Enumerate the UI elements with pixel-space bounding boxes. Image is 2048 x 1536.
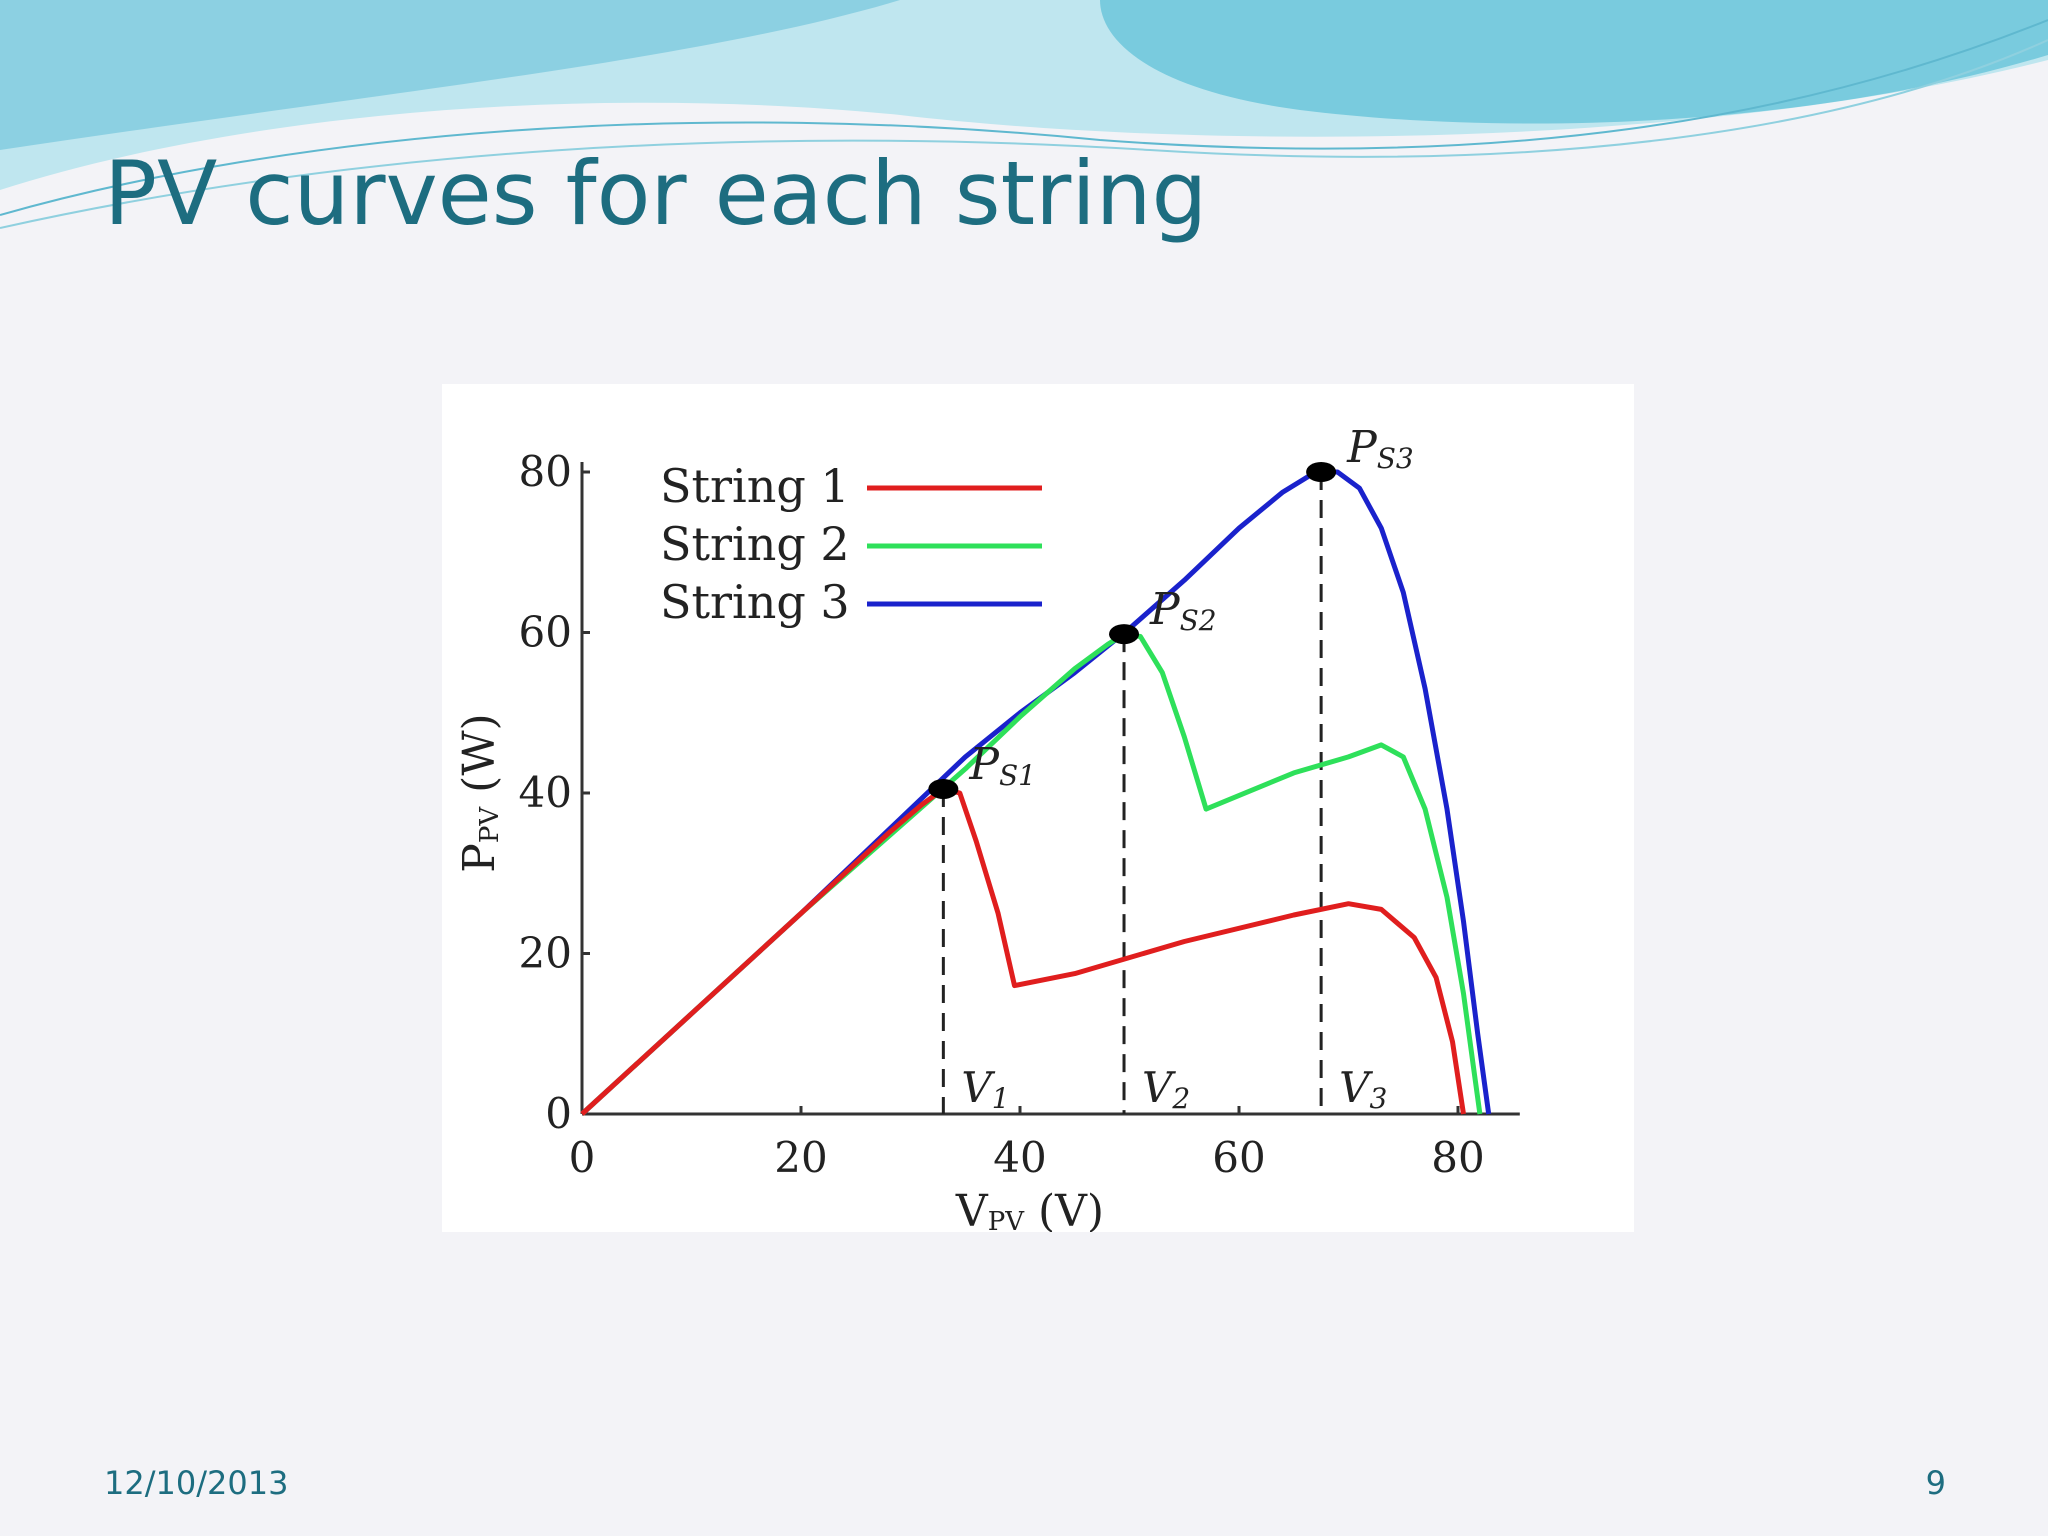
peak-label-s2: PS2 (1149, 584, 1217, 637)
y-tick-label: 80 (519, 447, 572, 496)
vline-label-3: V3 (1339, 1063, 1387, 1115)
peak-label-s3: PS3 (1346, 422, 1414, 475)
peak-marker-s3 (1306, 462, 1337, 482)
header-wave-decoration (0, 0, 2048, 229)
peak-marker-s1 (928, 778, 959, 799)
x-tick-label: 0 (569, 1133, 596, 1182)
wave-line-2 (0, 39, 2048, 229)
y-tick-label: 20 (519, 929, 572, 978)
wave-band-mid (0, 0, 900, 150)
y-tick-label: 0 (545, 1089, 572, 1138)
series-line-string-1 (580, 786, 1466, 1116)
vline-label-2: V2 (1142, 1063, 1190, 1115)
x-tick-label: 60 (1212, 1133, 1265, 1182)
x-axis-label: VPV (V) (955, 1186, 1104, 1232)
page-number: 9 (1925, 1464, 1946, 1502)
wave-line-1 (0, 19, 2048, 216)
x-tick-label: 40 (993, 1133, 1046, 1182)
pv-chart: 0 20 40 60 80 0 20 40 60 80 VPV (V) PPV (W) V1 V2 V3 PS… (454, 422, 1520, 1232)
y-tick-label: 60 (519, 608, 572, 657)
footer-date: 12/10/2013 (104, 1464, 289, 1502)
chart-figure: 0 20 40 60 80 0 20 40 60 80 VPV (V) PPV (W) V1 V2 V3 PS… (442, 384, 1634, 1232)
peak-marker-s2 (1109, 624, 1140, 645)
series-line-string-3 (580, 469, 1492, 1116)
legend-label-2: String 2 (660, 517, 850, 571)
legend-label-3: String 3 (660, 575, 850, 629)
y-axis-label: PPV (W) (454, 713, 505, 872)
peak-label-s1: PS1 (968, 739, 1036, 792)
x-tick-label: 80 (1431, 1133, 1484, 1182)
slide-title: PV curves for each string (104, 142, 1208, 245)
x-tick-label: 20 (774, 1133, 827, 1182)
vline-label-1: V1 (961, 1063, 1009, 1115)
y-tick-label: 40 (519, 768, 572, 817)
wave-band-right (1100, 0, 2048, 124)
series-line-string-2 (580, 631, 1483, 1116)
legend-label-1: String 1 (660, 459, 850, 513)
